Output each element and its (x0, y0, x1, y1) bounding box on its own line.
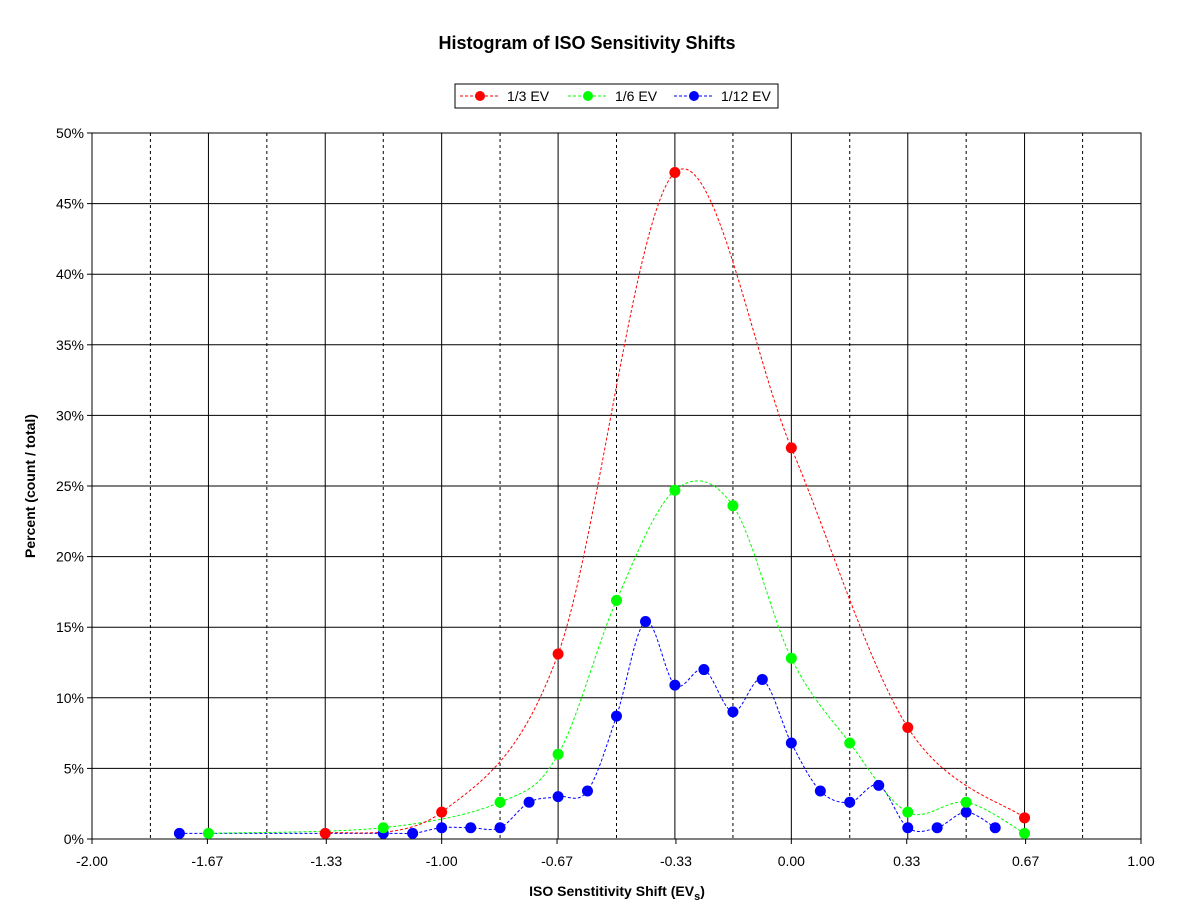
y-tick-label: 25% (56, 478, 84, 494)
legend-swatch-marker (689, 91, 699, 101)
x-axis-title-subscript: s (694, 891, 700, 903)
data-point (202, 827, 214, 839)
data-point (785, 652, 797, 664)
data-point (611, 710, 622, 722)
data-point (1019, 827, 1031, 839)
x-axis-title-main: ISO Senstitivity Shift (EV (529, 883, 695, 899)
x-tick-label: 1.00 (1127, 853, 1154, 869)
y-tick-label: 50% (56, 125, 84, 141)
data-point (552, 748, 564, 760)
y-tick-label: 40% (56, 266, 84, 282)
data-point (465, 822, 477, 834)
data-point (552, 648, 564, 660)
data-point (698, 664, 710, 676)
data-point (640, 616, 652, 628)
data-point (873, 779, 885, 791)
y-tick-label: 20% (56, 549, 84, 565)
data-point (1019, 812, 1031, 824)
series-points (173, 167, 1031, 839)
data-point (436, 806, 448, 818)
legend-label: 1/6 EV (615, 88, 658, 104)
y-tick-label: 35% (56, 337, 84, 353)
legend-box (454, 83, 779, 109)
series-line (325, 168, 1025, 834)
data-point (814, 785, 826, 797)
data-point (436, 822, 448, 834)
data-point (173, 827, 185, 839)
y-axis-title: Percent (count / total) (22, 414, 38, 558)
y-tick-label: 10% (56, 690, 84, 706)
y-tick-label: 30% (56, 407, 84, 423)
data-point (902, 822, 914, 834)
data-point (989, 822, 1001, 834)
x-tick-label: -1.33 (310, 853, 342, 869)
grid (92, 133, 1141, 839)
data-point (494, 822, 506, 834)
x-tick-label: 0.33 (893, 853, 920, 869)
data-point (902, 721, 914, 733)
x-tick-label: -2.00 (76, 853, 108, 869)
x-tick-label: -0.67 (541, 853, 573, 869)
data-point (844, 796, 856, 808)
y-tick-label: 0% (64, 831, 84, 847)
data-point (727, 500, 739, 512)
legend-swatch-marker (583, 91, 593, 101)
data-point (727, 706, 739, 718)
y-tick-label: 45% (56, 196, 84, 212)
data-point (931, 822, 943, 834)
data-point (611, 594, 622, 606)
x-axis-title-close: ) (700, 883, 705, 899)
data-point (960, 796, 972, 808)
data-point (669, 679, 681, 691)
x-axis: -2.00 -1.67 -1.33 -1.00 -0.67 -0.33 0.00 0.33 0.… (76, 839, 1155, 869)
data-point (552, 791, 564, 803)
legend-swatch-marker (475, 91, 485, 101)
x-tick-label: 0.00 (778, 853, 805, 869)
data-point (844, 737, 856, 749)
data-point (581, 785, 593, 797)
data-point (669, 484, 681, 496)
data-point (377, 822, 389, 834)
data-point (785, 737, 797, 749)
data-point (319, 827, 331, 839)
x-tick-label: -0.33 (660, 853, 692, 869)
y-axis: 0% 5% 10% 15% 20% 25% 30% 35% 40% 45% 50% (56, 125, 92, 847)
chart-title: Histogram of ISO Sensitivity Shifts (438, 33, 735, 53)
legend-label: 1/3 EV (507, 88, 550, 104)
x-tick-label: 0.67 (1012, 853, 1039, 869)
data-point (523, 796, 535, 808)
data-point (407, 827, 419, 839)
data-point (756, 673, 768, 685)
y-tick-label: 15% (56, 619, 84, 635)
data-point (902, 806, 914, 818)
data-point (960, 806, 972, 818)
data-point (669, 167, 681, 179)
data-point (785, 442, 797, 454)
legend: 1/3 EV 1/6 EV 1/12 EV (454, 83, 779, 109)
x-tick-label: -1.00 (426, 853, 458, 869)
x-tick-label: -1.67 (191, 853, 223, 869)
legend-label: 1/12 EV (721, 88, 771, 104)
data-point (494, 796, 506, 808)
x-axis-title: ISO Senstitivity Shift (EVs) (529, 883, 705, 903)
y-tick-label: 5% (64, 760, 84, 776)
